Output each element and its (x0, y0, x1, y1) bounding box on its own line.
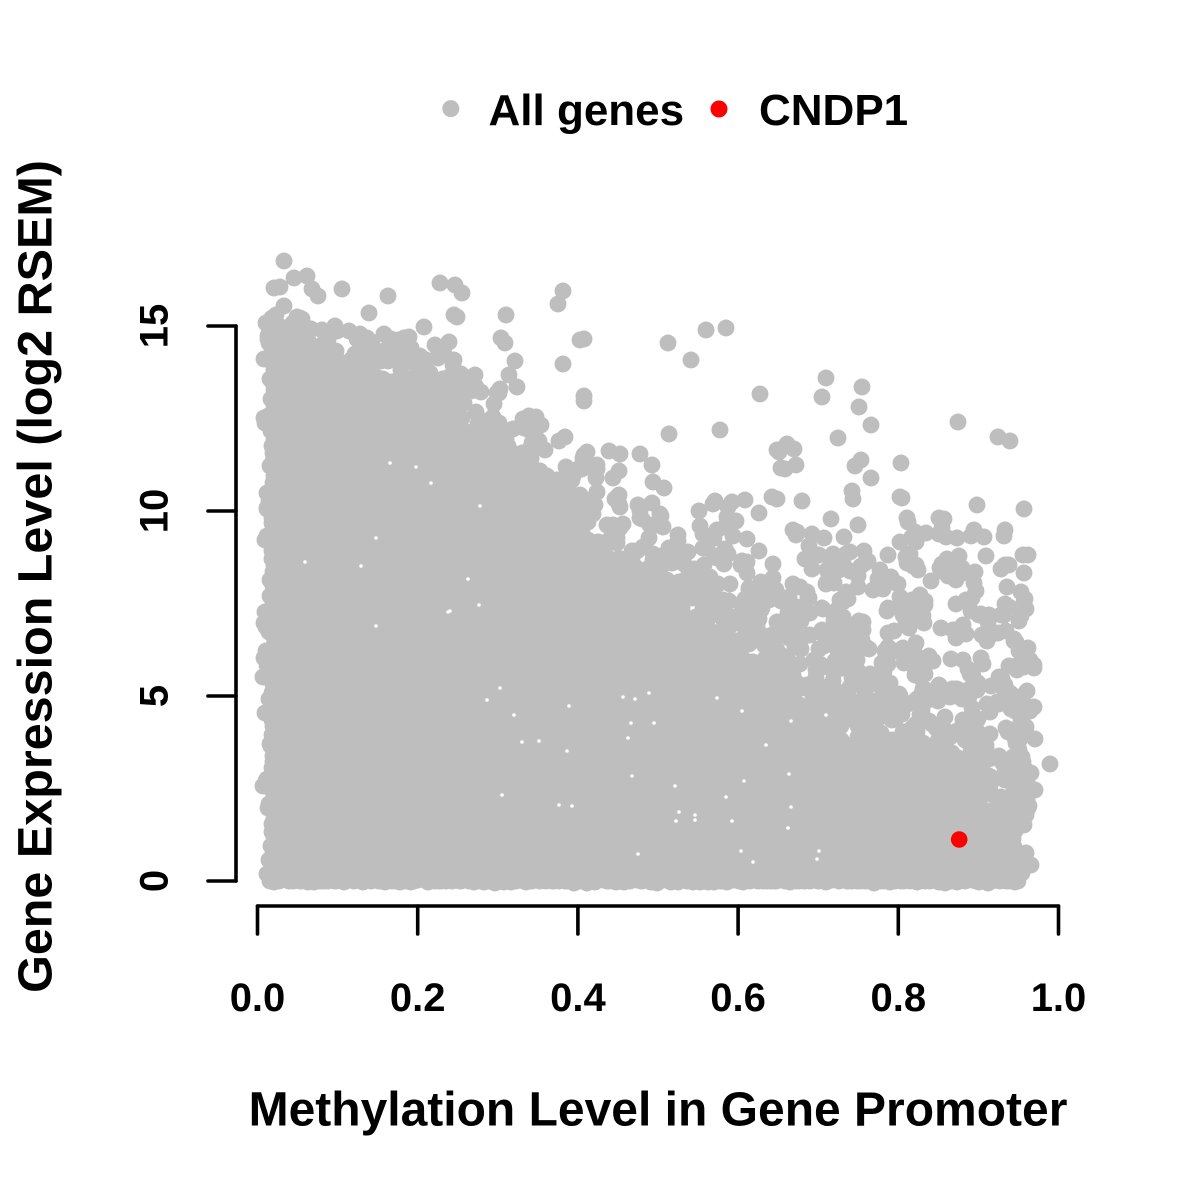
svg-text:5: 5 (133, 685, 177, 707)
svg-text:0.6: 0.6 (710, 976, 766, 1020)
svg-text:1.0: 1.0 (1031, 976, 1087, 1020)
svg-text:0.8: 0.8 (870, 976, 926, 1020)
svg-text:0.4: 0.4 (550, 976, 606, 1020)
svg-text:0.2: 0.2 (390, 976, 446, 1020)
svg-text:0.0: 0.0 (230, 976, 286, 1020)
svg-text:15: 15 (133, 304, 177, 349)
svg-text:CNDP1: CNDP1 (759, 86, 908, 135)
svg-text:Methylation Level in Gene Prom: Methylation Level in Gene Promoter (249, 1084, 1068, 1137)
svg-text:Gene Expression Level (log2 RS: Gene Expression Level (log2 RSEM) (9, 160, 63, 993)
svg-text:10: 10 (133, 489, 177, 534)
svg-text:0: 0 (133, 870, 177, 892)
svg-text:All genes: All genes (489, 86, 685, 135)
